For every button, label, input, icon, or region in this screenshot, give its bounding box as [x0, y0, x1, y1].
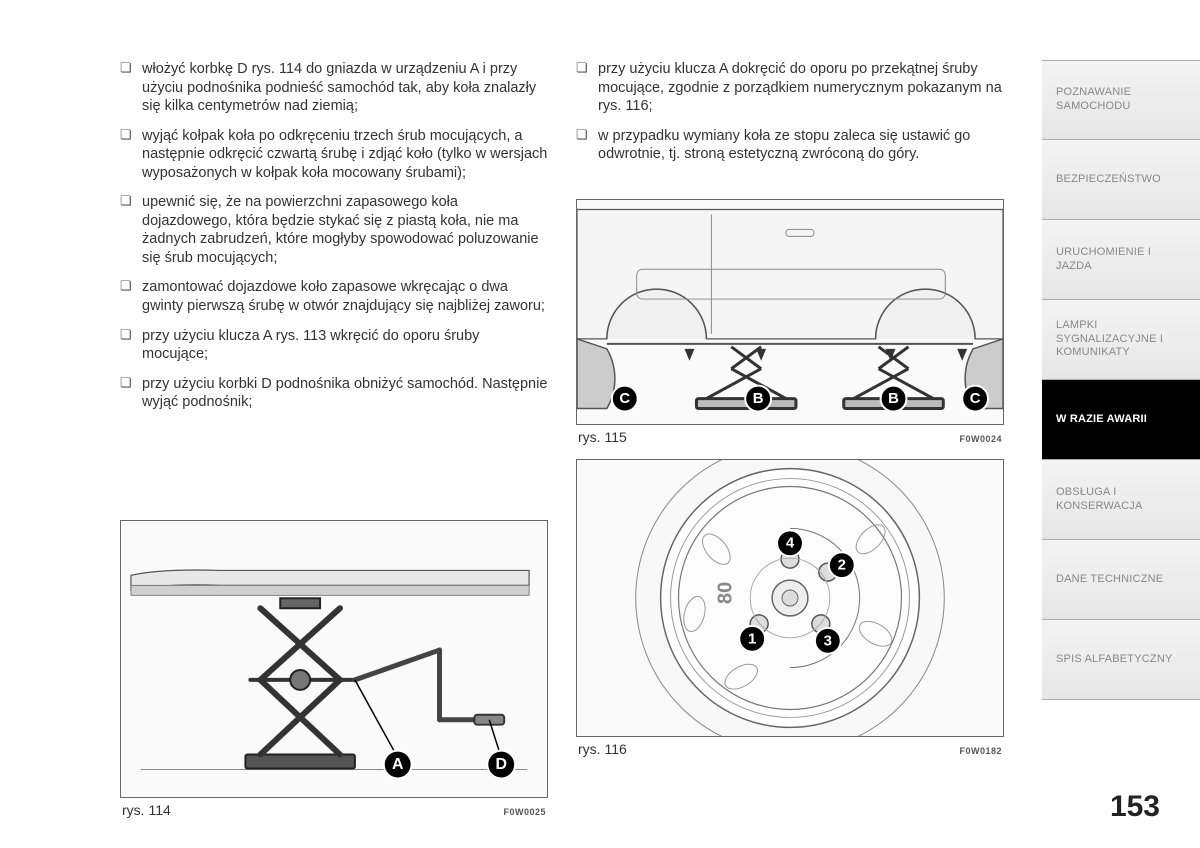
- tab-label: SPIS ALFABETYCZNY: [1056, 653, 1173, 667]
- tab-label: W RAZIE AWARII: [1056, 413, 1147, 427]
- svg-text:D: D: [495, 756, 507, 773]
- left-bullet-list: włożyć korbkę D rys. 114 do gniazda w ur…: [120, 60, 548, 423]
- tab-w-razie-awarii[interactable]: W RAZIE AWARII: [1042, 380, 1200, 460]
- figure-114: A D: [120, 520, 548, 798]
- content-columns: włożyć korbkę D rys. 114 do gniazda w ur…: [120, 60, 1030, 818]
- tab-label: JAZDA: [1056, 260, 1092, 274]
- list-item: przy użyciu korbki D podnośnika obniżyć …: [120, 375, 548, 412]
- svg-text:B: B: [753, 390, 764, 407]
- list-item: zamontować dojazdowe koło zapasowe wkręc…: [120, 278, 548, 315]
- tab-label: OBSŁUGA I: [1056, 486, 1117, 500]
- tab-bezpieczenstwo[interactable]: BEZPIECZEŃSTWO: [1042, 140, 1200, 220]
- figure-114-caption: rys. 114 F0W0025: [120, 802, 548, 818]
- tab-label: SYGNALIZACYJNE I: [1056, 333, 1163, 347]
- tab-label: SAMOCHODU: [1056, 100, 1131, 114]
- tab-uruchomienie[interactable]: URUCHOMIENIE I JAZDA: [1042, 220, 1200, 300]
- jack-points-illustration-icon: C B B C: [577, 199, 1003, 425]
- svg-text:4: 4: [786, 534, 795, 551]
- tab-dane-techniczne[interactable]: DANE TECHNICZNE: [1042, 540, 1200, 620]
- svg-text:C: C: [619, 390, 630, 407]
- tab-label: URUCHOMIENIE I: [1056, 246, 1151, 260]
- tab-label: DANE TECHNICZNE: [1056, 573, 1163, 587]
- list-item: przy użyciu klucza A dokręcić do oporu p…: [576, 60, 1004, 116]
- tab-obsluga[interactable]: OBSŁUGA I KONSERWACJA: [1042, 460, 1200, 540]
- tab-label: KOMUNIKATY: [1056, 346, 1130, 360]
- tab-label: POZNAWANIE: [1056, 86, 1131, 100]
- tab-lampki[interactable]: LAMPKI SYGNALIZACYJNE I KOMUNIKATY: [1042, 300, 1200, 380]
- list-item: włożyć korbkę D rys. 114 do gniazda w ur…: [120, 60, 548, 116]
- right-bullet-list: przy użyciu klucza A dokręcić do oporu p…: [576, 60, 1004, 175]
- figure-116: 80 1 2 3: [576, 459, 1004, 737]
- figure-label: rys. 115: [578, 429, 627, 445]
- wheel-bolt-order-illustration-icon: 80 1 2 3: [577, 459, 1003, 737]
- tab-poznawanie[interactable]: POZNAWANIE SAMOCHODU: [1042, 60, 1200, 140]
- tab-label: KONSERWACJA: [1056, 500, 1143, 514]
- figure-115: C B B C: [576, 199, 1004, 425]
- figure-label: rys. 116: [578, 741, 627, 757]
- figure-label: rys. 114: [122, 802, 171, 818]
- jack-illustration-icon: A D: [121, 520, 547, 798]
- tab-spis[interactable]: SPIS ALFABETYCZNY: [1042, 620, 1200, 700]
- section-tabs: POZNAWANIE SAMOCHODU BEZPIECZEŃSTWO URUC…: [1042, 60, 1200, 818]
- svg-text:A: A: [392, 756, 404, 773]
- svg-text:1: 1: [748, 630, 756, 647]
- page-number: 153: [1110, 790, 1160, 824]
- svg-text:3: 3: [824, 632, 832, 649]
- list-item: przy użyciu klucza A rys. 113 wkręcić do…: [120, 327, 548, 364]
- svg-text:C: C: [970, 390, 981, 407]
- manual-page: włożyć korbkę D rys. 114 do gniazda w ur…: [0, 0, 1200, 848]
- figure-115-caption: rys. 115 F0W0024: [576, 429, 1004, 445]
- figure-code: F0W0182: [959, 746, 1002, 756]
- figure-code: F0W0025: [503, 807, 546, 817]
- right-column: przy użyciu klucza A dokręcić do oporu p…: [576, 60, 1004, 818]
- figure-code: F0W0024: [959, 434, 1002, 444]
- list-item: w przypadku wymiany koła ze stopu zaleca…: [576, 127, 1004, 164]
- tab-label: BEZPIECZEŃSTWO: [1056, 173, 1161, 187]
- svg-text:80: 80: [714, 582, 736, 604]
- svg-text:2: 2: [838, 556, 846, 573]
- left-column: włożyć korbkę D rys. 114 do gniazda w ur…: [120, 60, 548, 818]
- svg-text:B: B: [888, 390, 899, 407]
- figure-116-caption: rys. 116 F0W0182: [576, 741, 1004, 757]
- tab-label: LAMPKI: [1056, 319, 1098, 333]
- list-item: upewnić się, że na powierzchni zapasoweg…: [120, 193, 548, 267]
- list-item: wyjąć kołpak koła po odkręceniu trzech ś…: [120, 127, 548, 183]
